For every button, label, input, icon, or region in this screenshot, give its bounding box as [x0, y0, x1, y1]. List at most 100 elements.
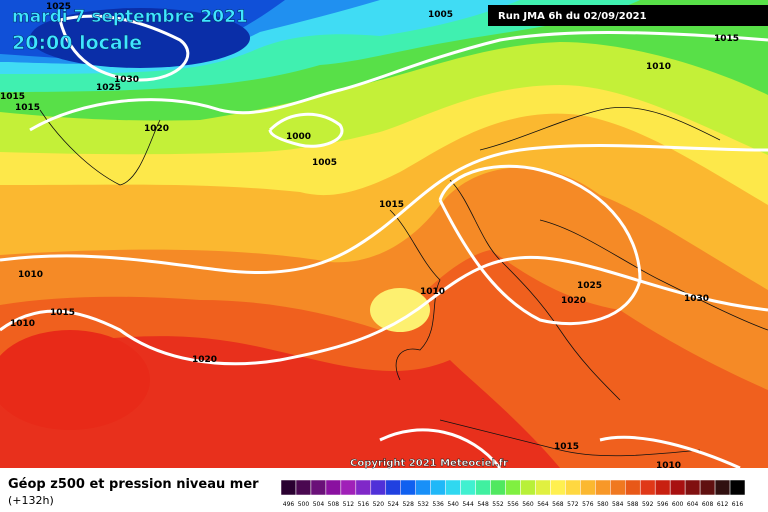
scale-swatch	[565, 479, 581, 496]
scale-swatch	[280, 479, 297, 496]
scale-label: 604	[687, 501, 699, 508]
scale-swatch	[310, 479, 327, 496]
map-date-title: mardi 7 septembre 2021	[12, 7, 248, 27]
scale-swatch	[325, 479, 342, 496]
field-band	[30, 8, 250, 68]
scale-swatch	[430, 479, 446, 496]
scale-label: 592	[642, 501, 654, 508]
scale-label: 560	[522, 501, 534, 508]
scale-label: 500	[298, 501, 310, 508]
scale-swatch	[520, 479, 536, 496]
scale-swatch	[550, 479, 566, 496]
copyright: Copyright 2021 Meteociel.fr	[350, 458, 508, 469]
isobar-label: 1015	[15, 103, 40, 113]
scale-swatch	[460, 479, 476, 496]
scale-label: 596	[657, 501, 669, 508]
scale-label: 528	[402, 501, 414, 508]
scale-swatch	[355, 479, 372, 496]
isobar-label: 1015	[714, 34, 739, 44]
isobar-label: 1015	[379, 200, 404, 210]
isobar-label: 1010	[10, 319, 35, 329]
scale-swatch	[475, 479, 491, 496]
scale-label: 588	[627, 501, 639, 508]
scale-label: 508	[328, 501, 340, 508]
isobar-label: 1025	[46, 2, 71, 12]
scale-label: 580	[597, 501, 609, 508]
scale-swatch	[595, 479, 611, 496]
isobar-label: 1005	[312, 158, 337, 168]
scale-label: 536	[432, 501, 444, 508]
scale-label: 568	[552, 501, 564, 508]
scale-swatch	[639, 479, 656, 496]
isobar-label: 1010	[18, 270, 43, 280]
isobar-label: 1010	[420, 287, 445, 297]
run-info: Run JMA 6h du 02/09/2021	[498, 11, 647, 22]
coastlines	[39, 106, 768, 457]
scale-label: 552	[492, 501, 504, 508]
scale-label: 540	[447, 501, 459, 508]
scale-swatch	[625, 479, 641, 496]
isobar-label: 1015	[50, 308, 75, 318]
scale-label: 504	[313, 501, 325, 508]
scale-label: 532	[417, 501, 429, 508]
isobar-label: 1010	[646, 62, 671, 72]
field-band	[370, 288, 430, 332]
scale-label: 496	[283, 501, 295, 508]
scale-label: 520	[373, 501, 385, 508]
scale-label: 524	[388, 501, 400, 508]
field-band	[0, 330, 150, 430]
isobar-label: 1025	[96, 83, 121, 93]
isobar-label: 1010	[656, 461, 681, 471]
footer-title: Géop z500 et pression niveau mer	[8, 477, 259, 492]
map-time: 20:00 locale	[12, 32, 142, 54]
scale-swatch	[415, 479, 431, 496]
scale-swatch	[684, 479, 701, 496]
isobar-label: 1030	[114, 75, 139, 85]
isobar-labels: 1025100510151010103010251015101510201000…	[0, 2, 739, 471]
scale-label: 600	[672, 501, 684, 508]
scale-label: 584	[612, 501, 624, 508]
isobars	[0, 14, 768, 470]
map: 1025100510151010103010251015101510201000…	[0, 0, 768, 471]
scale-swatch	[580, 479, 596, 496]
scale-label: 516	[358, 501, 370, 508]
isobar-label: 1015	[554, 442, 579, 452]
isobar-label: 1020	[192, 355, 217, 365]
scale-label: 612	[717, 501, 729, 508]
scale-swatch	[669, 479, 686, 496]
scale-swatch	[295, 479, 312, 496]
footer-lead-time: (+132h)	[8, 494, 54, 507]
scale-label: 564	[537, 501, 549, 508]
isobar-label: 1020	[144, 124, 169, 134]
isobar-label: 1005	[428, 10, 453, 20]
scale-swatch	[400, 479, 416, 496]
scale-swatch	[699, 479, 716, 496]
scale-label: 548	[477, 501, 489, 508]
isobar-label: 1025	[577, 281, 602, 291]
scale-label: 572	[567, 501, 579, 508]
scale-swatch	[370, 479, 387, 496]
scale-label: 556	[507, 501, 519, 508]
isobar-label: 1000	[286, 132, 311, 142]
isobar-label: 1030	[684, 294, 709, 304]
scale-swatch	[340, 479, 357, 496]
isobar-label: 1020	[561, 296, 586, 306]
run-box	[488, 5, 768, 26]
isobar-label: 1015	[0, 92, 25, 102]
color-scale: 496 500 504 508 512 516 520 524 528 532 536 540 544 5…	[280, 479, 746, 508]
scale-label: 512	[343, 501, 355, 508]
scale-swatch	[729, 479, 746, 496]
scale-label: 608	[702, 501, 714, 508]
scale-label: 544	[462, 501, 474, 508]
scale-swatch	[445, 479, 461, 496]
scale-swatch	[654, 479, 671, 496]
scale-label: 616	[732, 501, 744, 508]
scale-label: 576	[582, 501, 594, 508]
scale-swatch	[714, 479, 731, 496]
scale-swatch	[535, 479, 551, 496]
scale-swatch	[505, 479, 521, 496]
scale-swatch	[610, 479, 626, 496]
scale-swatch	[385, 479, 401, 496]
scale-swatch	[490, 479, 506, 496]
